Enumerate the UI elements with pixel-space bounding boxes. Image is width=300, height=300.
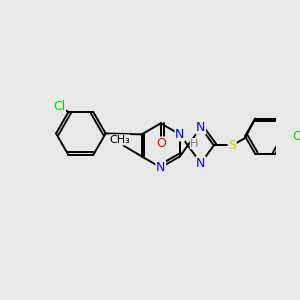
Text: N: N (175, 128, 184, 141)
Text: N: N (156, 161, 166, 174)
Text: H: H (190, 139, 199, 148)
Text: CH₃: CH₃ (109, 135, 130, 145)
Text: N: N (196, 121, 206, 134)
Text: O: O (156, 137, 166, 150)
Text: S: S (228, 139, 236, 152)
Text: N: N (196, 157, 206, 170)
Text: Cl: Cl (292, 130, 300, 143)
Text: Cl: Cl (53, 100, 65, 113)
